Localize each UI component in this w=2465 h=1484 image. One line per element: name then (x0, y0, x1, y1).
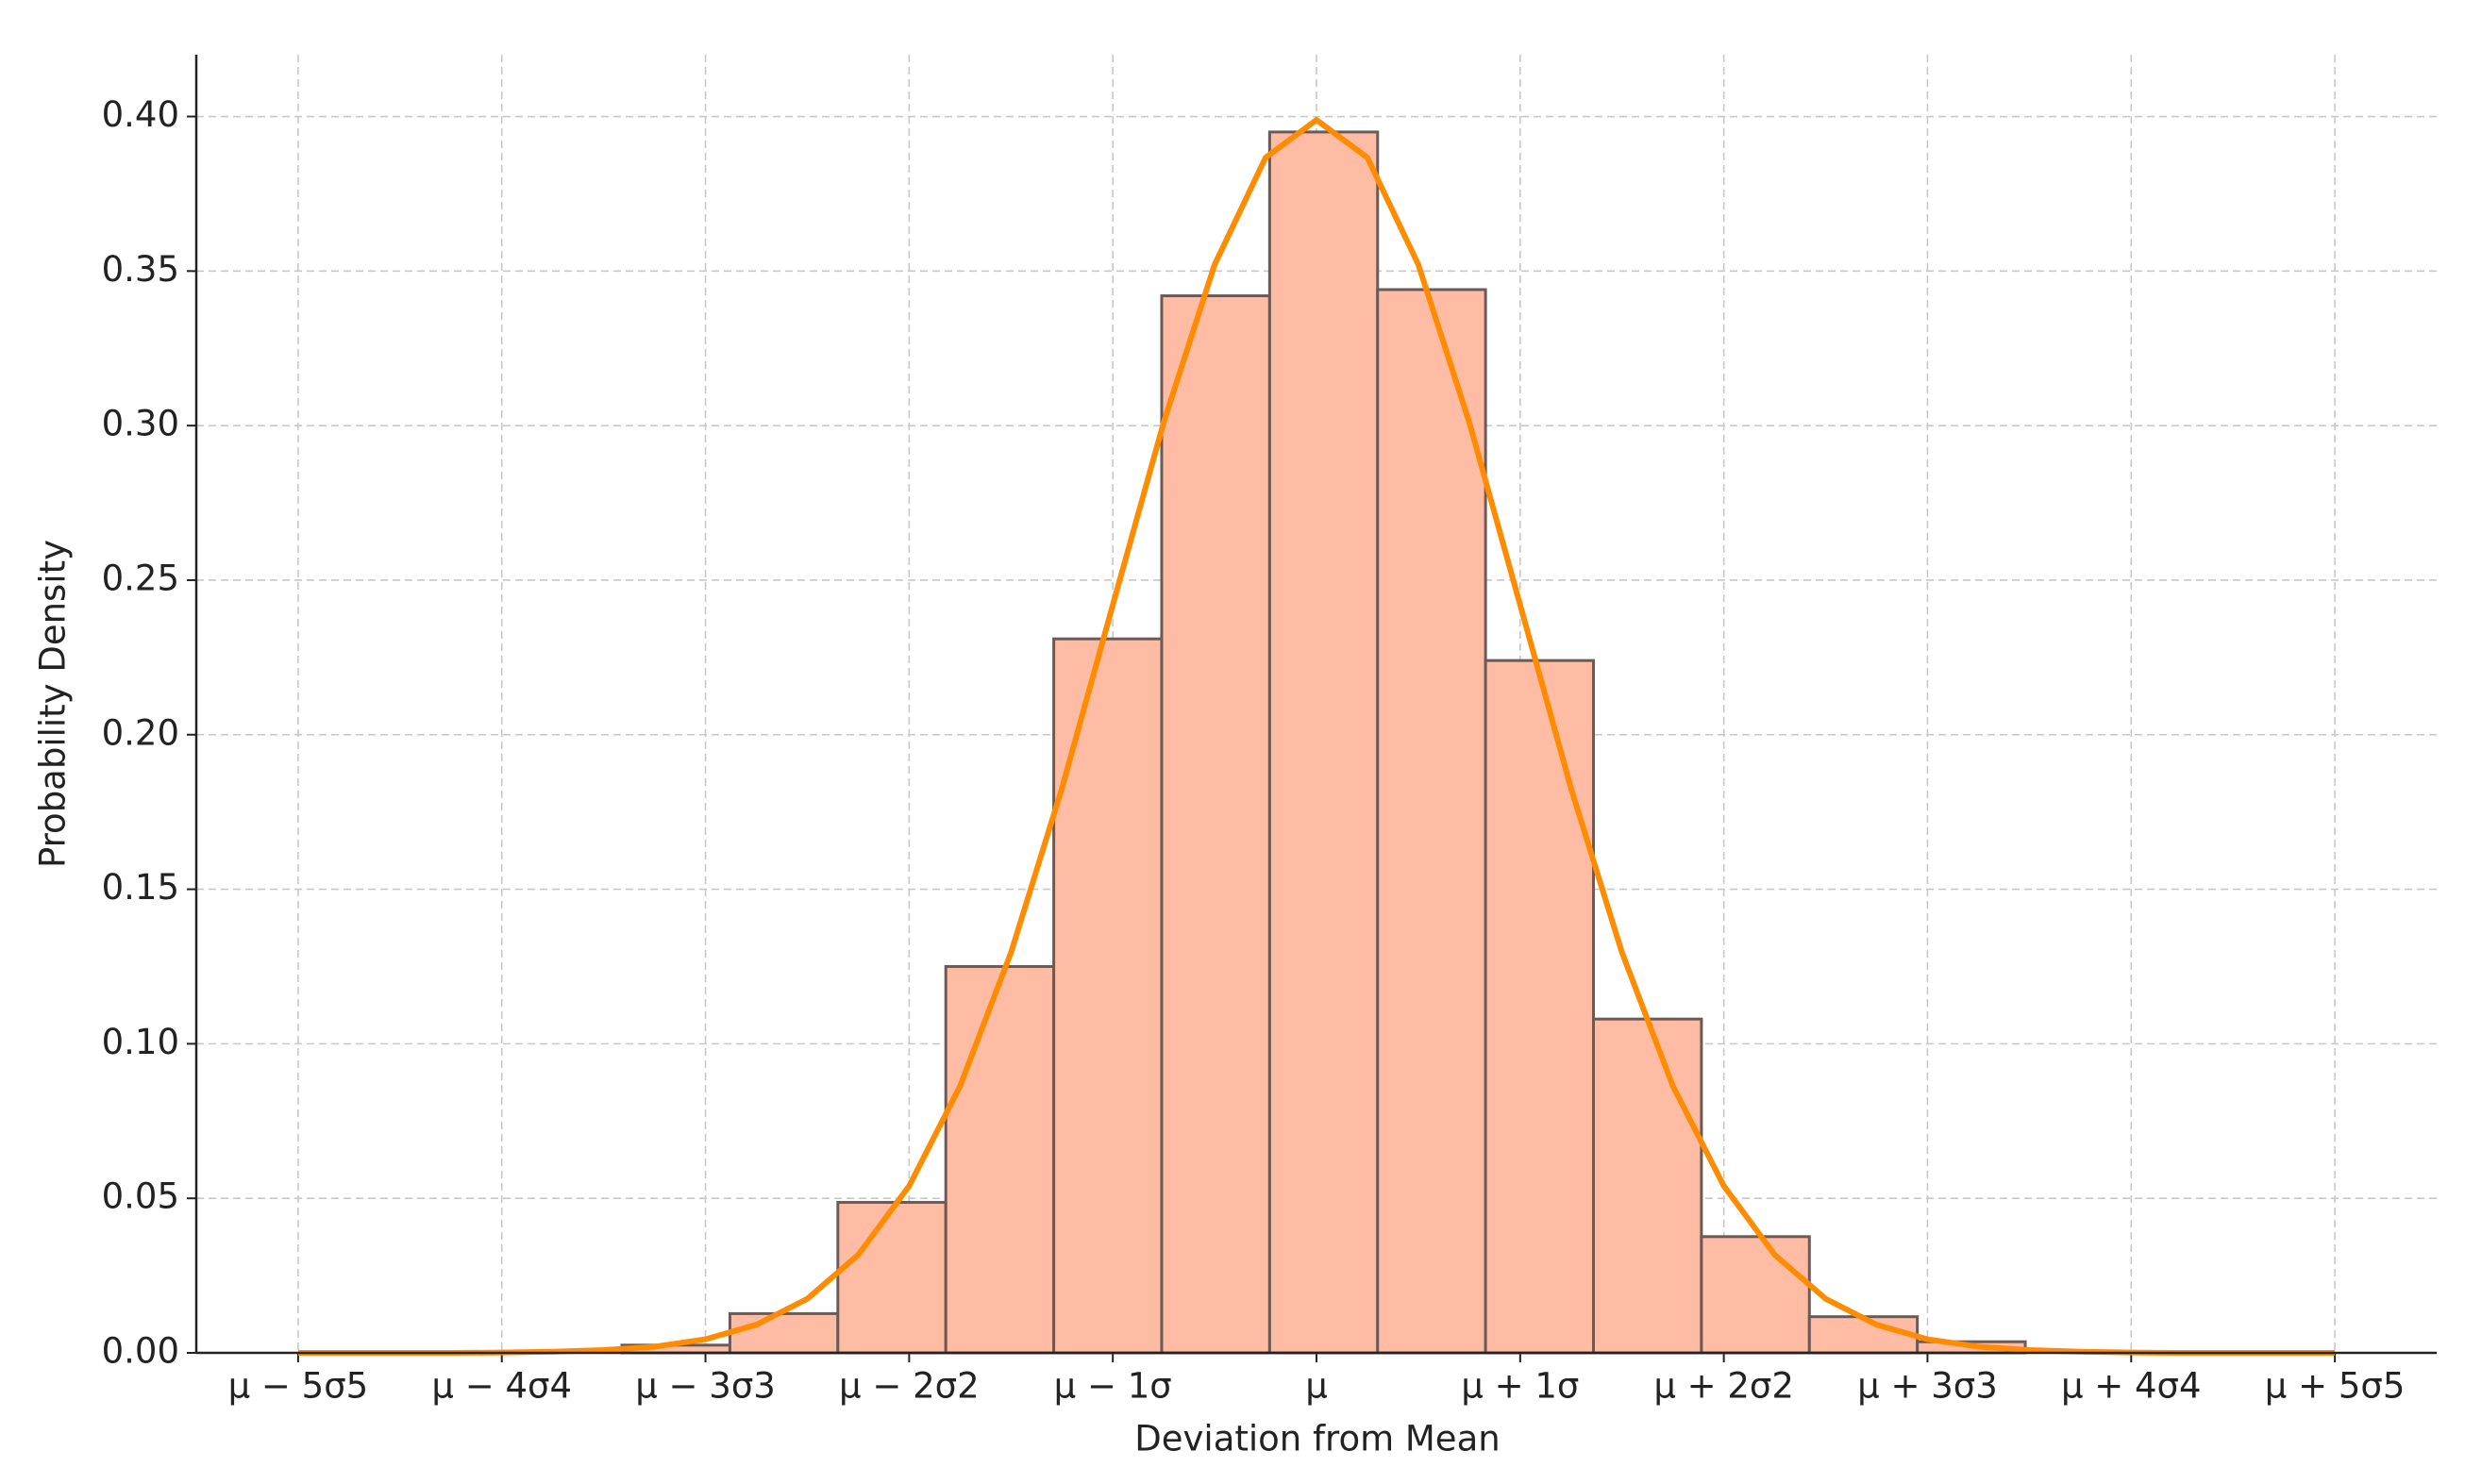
bar (1267, 130, 1380, 1355)
y-tick-label: 0.30 (102, 404, 179, 444)
x-tick-label: μ (1305, 1366, 1328, 1407)
x-tick-label: μ + 2σ2 (1653, 1366, 1794, 1407)
x-axis-label: Deviation from Mean (1134, 1419, 1500, 1459)
bar (944, 964, 1056, 1355)
x-tick-label: μ − 1σ (1054, 1366, 1172, 1407)
y-tick-label: 0.25 (102, 558, 179, 598)
bar (836, 1200, 947, 1355)
x-tick-label: μ + 3σ3 (1857, 1366, 1998, 1407)
bar (1700, 1235, 1811, 1355)
x-tick-label: μ + 1σ (1461, 1366, 1579, 1407)
x-tick-label: μ − 4σ4 (431, 1366, 572, 1407)
x-tick-label: μ − 2σ2 (839, 1366, 980, 1407)
bar (728, 1311, 840, 1355)
bar (1052, 637, 1164, 1355)
y-tick-label: 0.00 (102, 1331, 179, 1372)
x-tick-label: μ − 3σ3 (635, 1366, 776, 1407)
y-tick-label: 0.10 (102, 1022, 179, 1062)
bar (1807, 1315, 1920, 1355)
y-tick-label: 0.15 (102, 867, 179, 908)
bar (1376, 288, 1487, 1355)
bar (1484, 659, 1596, 1355)
y-tick-label: 0.20 (102, 712, 179, 753)
density-curve (297, 117, 2336, 1356)
y-tick-label: 0.40 (102, 94, 179, 135)
y-tick-label: 0.05 (102, 1176, 179, 1217)
bar (1160, 294, 1271, 1355)
y-tick-label: 0.35 (102, 249, 179, 290)
bar (1592, 1017, 1703, 1355)
x-tick-label: μ − 5σ5 (228, 1366, 369, 1407)
x-tick-label: μ + 4σ4 (2061, 1366, 2202, 1407)
x-tick-label: μ + 5σ5 (2265, 1366, 2406, 1407)
y-axis-label: Probability Density (33, 540, 74, 868)
